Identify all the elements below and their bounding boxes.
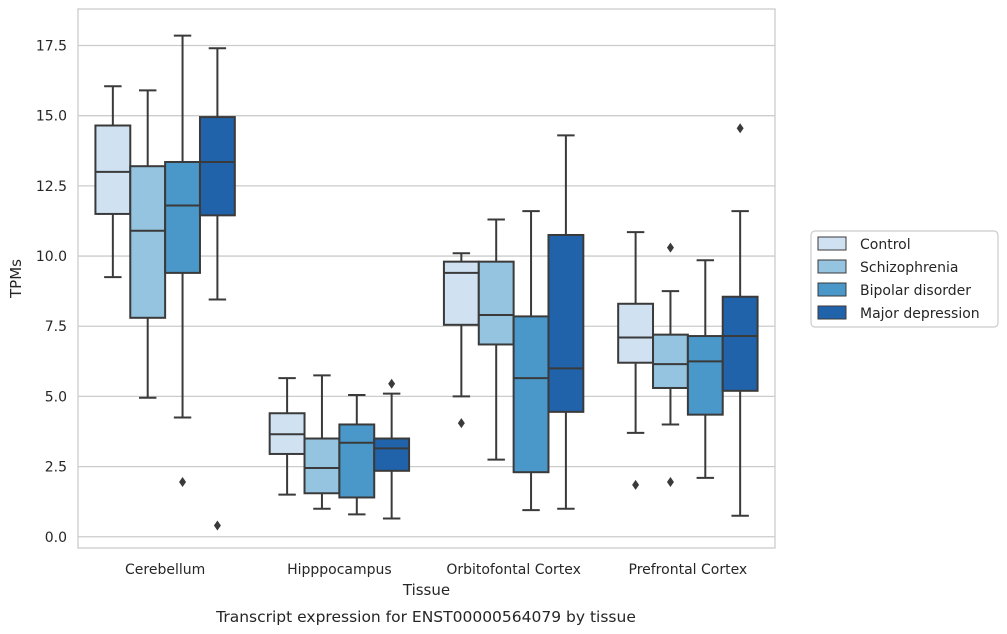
legend-label: Bipolar disorder (860, 283, 971, 299)
x-tick-label: Orbitofontal Cortex (446, 562, 581, 578)
outlier-point (666, 242, 674, 253)
legend-swatch (817, 282, 847, 297)
box-control-0 (94, 85, 132, 279)
y-tick-label: 0.0 (45, 530, 67, 546)
iqr-box (477, 260, 515, 346)
outlier-point (666, 477, 674, 488)
box-control-2 (442, 252, 480, 429)
box-control-3 (617, 231, 655, 490)
box-schizophrenia-2 (477, 218, 515, 461)
legend-frame (810, 230, 999, 328)
iqr-box (442, 260, 480, 326)
iqr-box (652, 333, 689, 389)
outlier-point (388, 378, 396, 389)
iqr-box (198, 116, 236, 217)
x-tick-labels: Cerebellum Hipppocampus Orbitofontal Corte… (125, 562, 747, 578)
iqr-box (94, 124, 132, 215)
iqr-box (721, 295, 759, 392)
box-bipolar-disorder-0 (164, 34, 201, 488)
y-tick-label: 2.5 (45, 460, 67, 476)
y-tick-label: 17.5 (36, 38, 67, 54)
y-tick-label: 7.5 (45, 319, 67, 335)
y-tick-label: 15.0 (36, 109, 67, 125)
iqr-box (512, 315, 550, 474)
legend: Control Schizophrenia Bipolar disorder Majo… (810, 230, 999, 328)
box-schizophrenia-0 (129, 89, 167, 399)
x-tick-label: Hipppocampus (287, 562, 392, 578)
iqr-box (617, 302, 655, 364)
iqr-box (303, 437, 341, 495)
box-bipolar-disorder-2 (512, 210, 550, 512)
legend-swatch (817, 305, 847, 320)
x-axis-label: Tissue (402, 581, 450, 599)
outlier-point (736, 123, 744, 134)
box-schizophrenia-3 (652, 242, 689, 488)
iqr-box (129, 165, 167, 319)
plot-frame (77, 8, 776, 549)
y-axis-label: TPMs (7, 259, 25, 299)
y-tick-labels: 0.0 2.5 5.0 7.5 10.0 12.5 15.0 17.5 (36, 38, 67, 545)
iqr-box (164, 160, 201, 274)
legend-swatch (817, 259, 847, 274)
x-tick-label: Cerebellum (125, 562, 205, 578)
box-bipolar-disorder-1 (338, 394, 376, 516)
outlier-point (632, 479, 640, 490)
box-major-depression-1 (373, 378, 411, 520)
outlier-point (179, 477, 187, 488)
iqr-box (373, 437, 411, 472)
box-schizophrenia-1 (303, 374, 341, 510)
y-tick-label: 12.5 (36, 179, 67, 195)
legend-label: Control (860, 237, 911, 253)
box-major-depression-0 (198, 47, 236, 531)
box-major-depression-3 (721, 123, 759, 517)
box-major-depression-2 (547, 134, 585, 510)
outlier-point (457, 418, 465, 429)
box-bipolar-disorder-3 (686, 259, 724, 479)
iqr-box (547, 233, 585, 413)
iqr-box (338, 423, 376, 499)
legend-label: Major depression (860, 306, 980, 322)
y-tick-label: 5.0 (45, 389, 67, 405)
chart-caption: Transcript expression for ENST0000056407… (215, 608, 636, 626)
legend-label: Schizophrenia (860, 260, 958, 276)
iqr-box (686, 335, 724, 416)
box-groups (94, 34, 759, 531)
legend-swatch (817, 236, 847, 251)
y-tick-label: 10.0 (36, 249, 67, 265)
outlier-point (213, 520, 221, 531)
x-tick-label: Prefrontal Cortex (629, 562, 748, 578)
box-control-1 (268, 377, 306, 496)
